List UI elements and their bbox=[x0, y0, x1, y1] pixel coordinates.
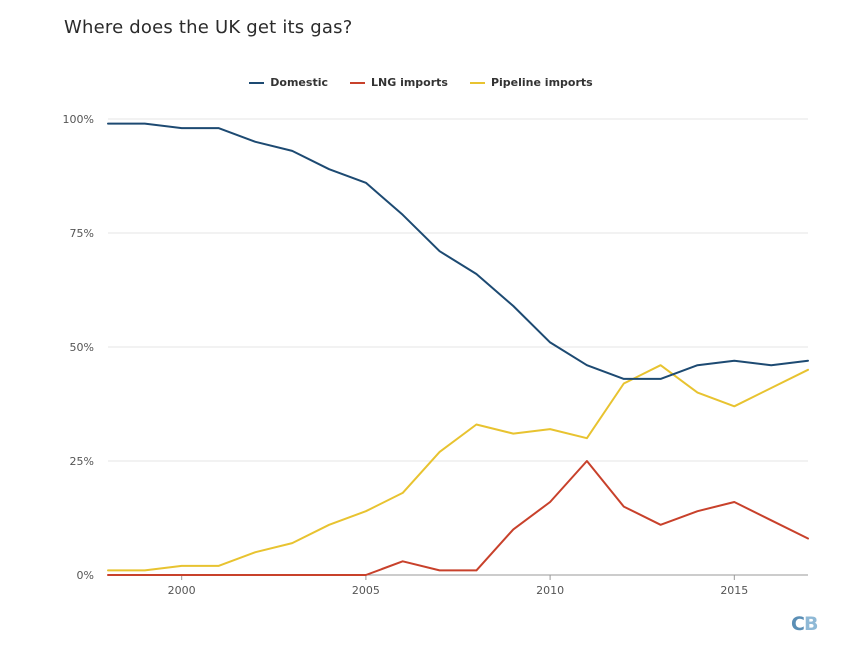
legend-swatch-pipeline bbox=[469, 81, 485, 84]
grid-lines bbox=[108, 118, 808, 576]
chart-title: Where does the UK get its gas? bbox=[64, 17, 353, 38]
y-tick-label: 100% bbox=[63, 113, 94, 126]
legend-label-domestic: Domestic bbox=[270, 76, 328, 89]
series-lines bbox=[107, 122, 809, 576]
legend-item-lng: LNG imports bbox=[350, 76, 448, 89]
y-tick-label: 25% bbox=[70, 455, 94, 468]
carbon-brief-logo: CB bbox=[791, 613, 818, 635]
y-tick-label: 0% bbox=[77, 569, 94, 582]
legend-swatch-domestic bbox=[249, 81, 265, 84]
series-line-lng-imports bbox=[107, 460, 809, 576]
y-tick-label: 75% bbox=[70, 227, 94, 240]
legend: Domestic LNG imports Pipeline imports bbox=[0, 76, 842, 89]
y-tick-labels: 0% 25% 50% 75% 100% bbox=[63, 113, 94, 582]
series-line-pipeline-imports bbox=[107, 364, 809, 572]
x-tick-label: 2015 bbox=[720, 584, 748, 597]
y-tick-label: 50% bbox=[70, 341, 94, 354]
x-ticks: 2000 2005 2010 2015 bbox=[168, 575, 748, 597]
legend-swatch-lng bbox=[350, 81, 365, 84]
x-tick-label: 2000 bbox=[168, 584, 196, 597]
legend-item-pipeline: Pipeline imports bbox=[469, 76, 593, 89]
legend-item-domestic: Domestic bbox=[249, 76, 328, 89]
series-line-domestic bbox=[107, 122, 809, 380]
x-tick-label: 2005 bbox=[352, 584, 380, 597]
legend-label-lng: LNG imports bbox=[371, 76, 448, 89]
legend-label-pipeline: Pipeline imports bbox=[490, 76, 593, 89]
x-tick-label: 2010 bbox=[536, 584, 564, 597]
